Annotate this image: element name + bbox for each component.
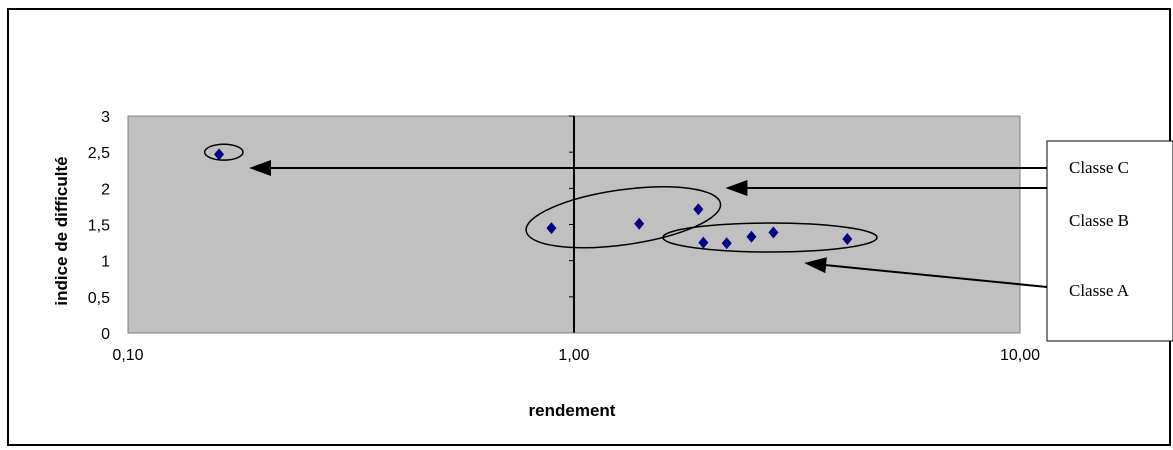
- y-axis-title: indice de difficulté: [52, 156, 71, 305]
- data-point: [768, 226, 779, 239]
- classe-c-arrow-head: [248, 160, 271, 176]
- classe-b-arrow-head: [725, 180, 748, 196]
- data-point: [214, 148, 225, 161]
- legend-frame: [1046, 140, 1173, 342]
- y-tick-label: 1: [101, 254, 110, 271]
- data-point: [698, 236, 709, 249]
- classe-c-label: Classe C: [1069, 158, 1129, 177]
- classe-a-label: Classe A: [1069, 281, 1130, 300]
- data-point: [546, 222, 557, 235]
- data-point: [634, 217, 645, 230]
- classe-a-ellipse: [662, 222, 878, 253]
- y-tick-label: 2,5: [88, 145, 110, 162]
- legend-box: Classe C Classe B Classe A: [1046, 140, 1173, 342]
- data-point: [842, 232, 853, 245]
- y-tick-label: 1,5: [88, 218, 110, 235]
- classe-b-ellipse: [525, 186, 722, 249]
- classe-c-ellipse: [203, 143, 244, 161]
- x-axis-title: rendement: [529, 401, 616, 420]
- x-tick-label: 10,00: [1000, 347, 1040, 364]
- classe-a-arrow-head: [804, 257, 827, 274]
- classe-a-arrow-line: [825, 264, 1048, 288]
- data-point: [721, 237, 732, 250]
- y-tick-label: 2: [101, 181, 110, 198]
- y-tick-label: 0: [101, 326, 110, 343]
- x-tick-label: 0,10: [112, 347, 143, 364]
- data-point: [746, 230, 757, 243]
- classe-b-label: Classe B: [1069, 211, 1129, 230]
- x-tick-label: 1,00: [558, 347, 589, 364]
- y-tick-label: 0,5: [88, 290, 110, 307]
- data-point: [693, 203, 704, 216]
- y-tick-label: 3: [101, 109, 110, 126]
